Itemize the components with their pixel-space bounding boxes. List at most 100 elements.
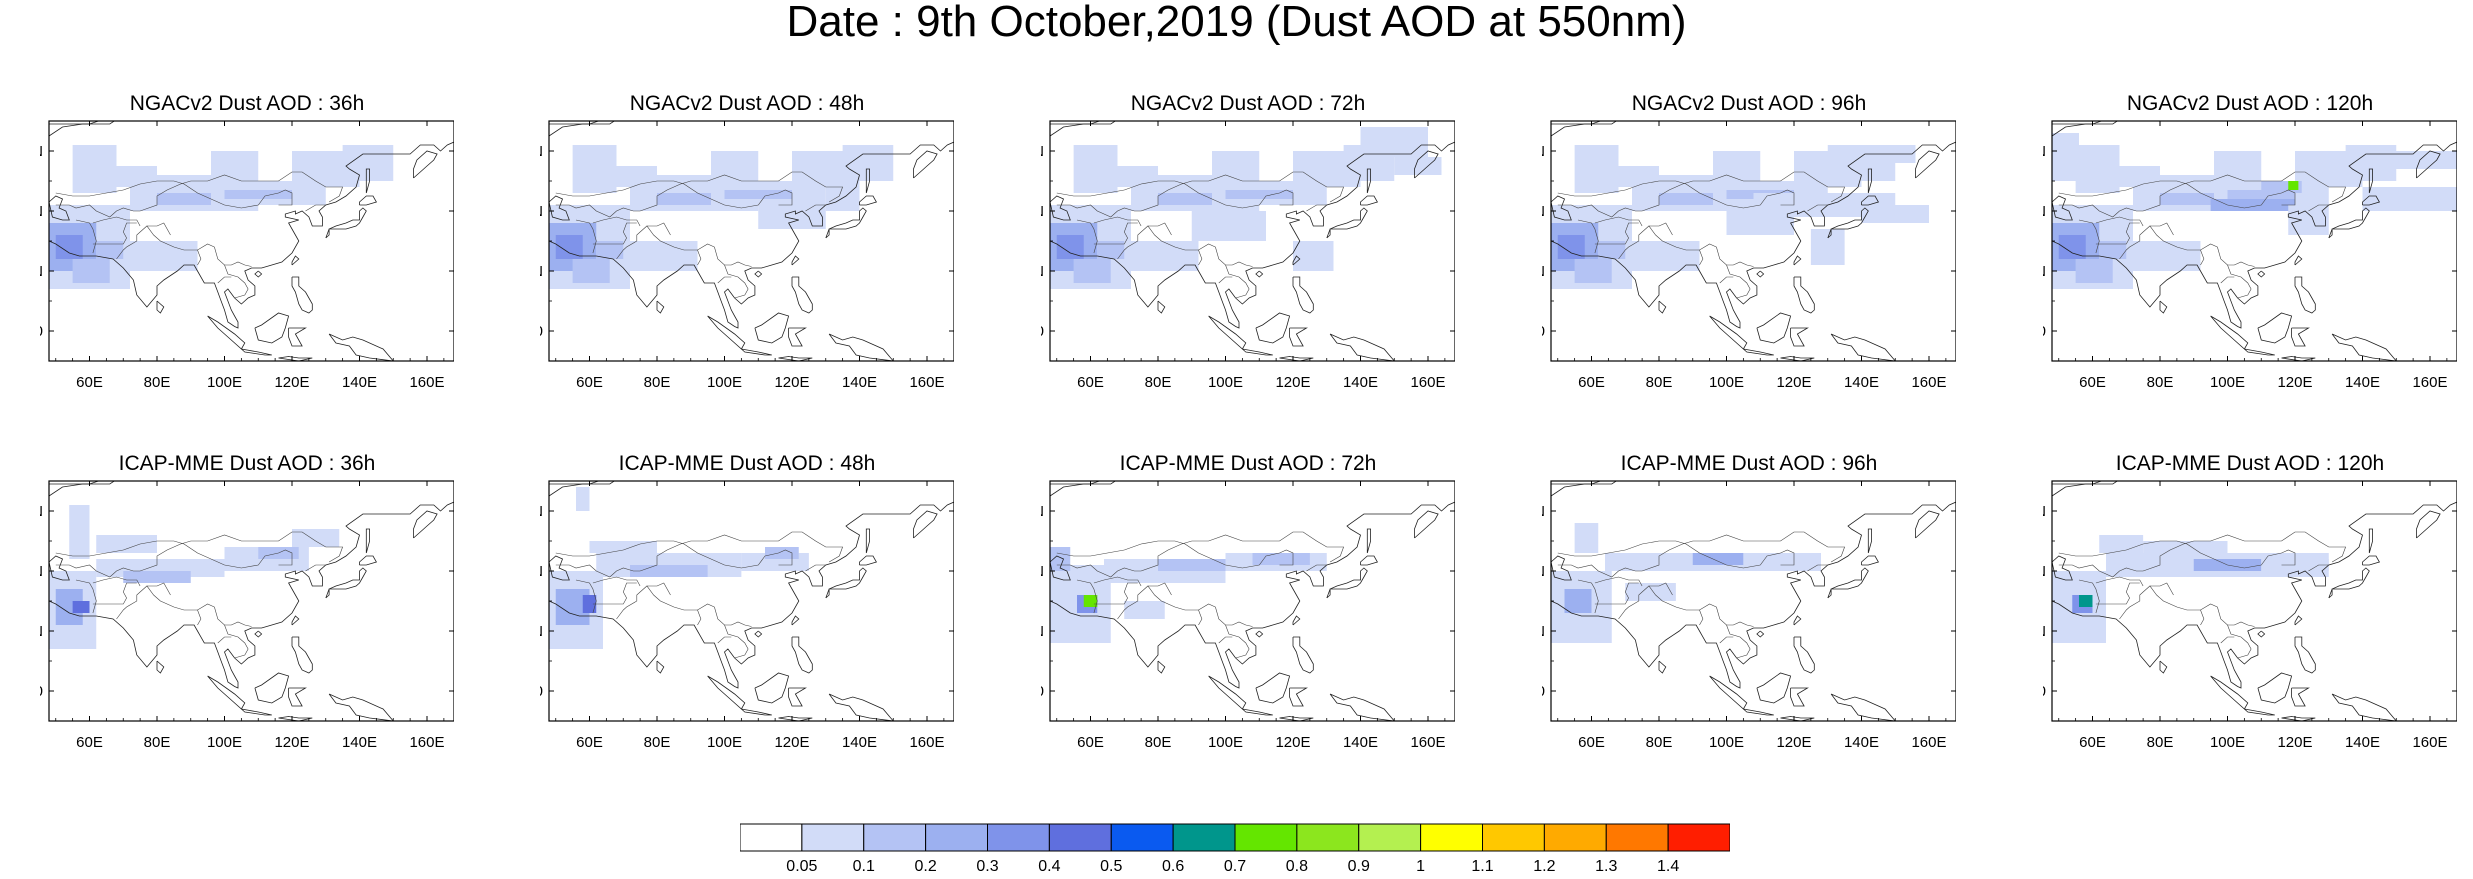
coastline	[791, 276, 813, 314]
x-tick-label: 160E	[1410, 374, 1445, 391]
country-border	[2308, 204, 2329, 212]
country-border	[592, 582, 637, 605]
coastline	[1793, 276, 1815, 314]
coastline	[1050, 121, 1117, 137]
aod-cell	[825, 175, 860, 211]
coastline	[1658, 300, 1667, 314]
country-border	[697, 609, 702, 626]
country-border	[146, 222, 171, 236]
coastline	[1279, 356, 1314, 361]
x-tick-label: 100E	[1709, 374, 1744, 391]
panel-title: NGACv2 Dust AOD : 36h	[129, 92, 365, 115]
x-tick-label: 80E	[1145, 374, 1172, 391]
coastline	[1292, 255, 1301, 266]
coastline	[1050, 555, 1071, 581]
country-border	[1682, 171, 1846, 203]
country-border	[1225, 264, 1250, 299]
coastline	[859, 555, 877, 566]
coastline	[1915, 150, 1940, 179]
country-border	[1726, 264, 1751, 299]
aod-cell	[157, 175, 225, 190]
x-tick-label: 60E	[1077, 734, 1104, 751]
country-border	[683, 543, 793, 569]
coastline	[328, 333, 394, 361]
coastline	[2291, 327, 2310, 347]
country-border	[697, 249, 702, 266]
aod-cell	[582, 595, 597, 613]
country-border	[555, 543, 681, 578]
aod-cell	[2143, 541, 2228, 559]
coastline	[1709, 315, 1748, 350]
coastline	[741, 708, 772, 716]
coastline	[1157, 660, 1166, 674]
coastline	[1793, 636, 1815, 674]
coastline	[2368, 168, 2374, 194]
colorbar-label: 1.4	[1657, 858, 1679, 874]
country-border	[1093, 582, 1138, 605]
aod-cell	[1083, 595, 1098, 607]
x-tick-label: 140E	[842, 734, 877, 751]
y-tick-label: 20N	[1041, 623, 1044, 640]
aod-cell	[157, 193, 211, 205]
dust-aod-map: 60N 40N 20N 0 60E 80E 100E 120E 140E 160E	[540, 120, 954, 393]
coastline	[254, 630, 263, 638]
y-tick-label: 0	[1542, 683, 1545, 700]
coastline	[2291, 687, 2310, 707]
y-tick-label: 60N	[1542, 503, 1545, 520]
coastline	[1861, 555, 1879, 566]
aod-cell	[657, 193, 711, 205]
coastline	[1827, 567, 1869, 599]
colorbar-swatch	[1605, 823, 1669, 852]
aod-cell	[1625, 583, 1676, 601]
coastline	[2362, 195, 2380, 206]
x-tick-label: 160E	[2412, 734, 2447, 751]
coastline	[549, 121, 616, 137]
panel-title: ICAP-MME Dust AOD : 96h	[1620, 452, 1878, 475]
coastline	[365, 528, 371, 554]
country-border	[2058, 543, 2184, 578]
coastline	[2052, 555, 2073, 581]
aod-cell	[123, 571, 191, 583]
x-tick-label: 140E	[342, 374, 377, 391]
aod-cell	[96, 535, 157, 553]
country-border	[1618, 225, 1717, 260]
x-tick-label: 160E	[909, 734, 944, 751]
aod-cell	[1659, 175, 1727, 190]
coastline	[1157, 300, 1166, 314]
y-tick-label: 0	[40, 683, 43, 700]
ngac-120h-panel: NGACv2 Dust AOD : 120h 60N 40N 20N 0 60E 80E 1…	[2043, 93, 2457, 393]
aod-cell	[596, 166, 657, 187]
coastline	[156, 300, 165, 314]
aod-cell	[1131, 241, 1199, 271]
coastline	[754, 672, 790, 704]
aod-cell	[96, 241, 124, 259]
country-border	[116, 225, 215, 260]
colorbar-label: 0.5	[1100, 858, 1122, 874]
coastline	[1709, 675, 1748, 710]
y-tick-label: 20N	[40, 263, 43, 280]
x-tick-label: 80E	[1145, 734, 1172, 751]
coastline	[825, 567, 867, 599]
coastline	[291, 276, 313, 314]
colorbar-swatch	[1110, 823, 1174, 852]
country-border	[92, 582, 137, 605]
aod-cell	[1191, 211, 1266, 241]
ngac-96h-panel: NGACv2 Dust AOD : 96h 60N 40N 20N 0 60E 80E 10…	[1542, 93, 1956, 393]
aod-cell	[96, 166, 157, 187]
country-border	[1184, 183, 1294, 209]
dust-aod-map: 60N 40N 20N 0 60E 80E 100E 120E 140E 160E	[540, 480, 954, 753]
country-border	[217, 636, 232, 644]
colorbar-swatch	[1296, 823, 1360, 852]
country-border	[197, 609, 202, 626]
x-tick-label: 120E	[2277, 734, 2312, 751]
country-border	[555, 540, 685, 557]
coastline	[788, 327, 807, 347]
country-border	[2119, 585, 2218, 620]
aod-cell	[2079, 595, 2093, 607]
x-tick-label: 120E	[274, 374, 309, 391]
aod-cell	[1713, 151, 1761, 181]
country-border	[680, 171, 844, 203]
coastline	[2331, 693, 2397, 721]
colorbar: 0.05 0.1 0.2 0.3 0.4 0.5 0.6 0.7 0.8 0.9 1 1.1 1.2 1.…	[739, 822, 1731, 875]
coastline	[2052, 481, 2119, 497]
